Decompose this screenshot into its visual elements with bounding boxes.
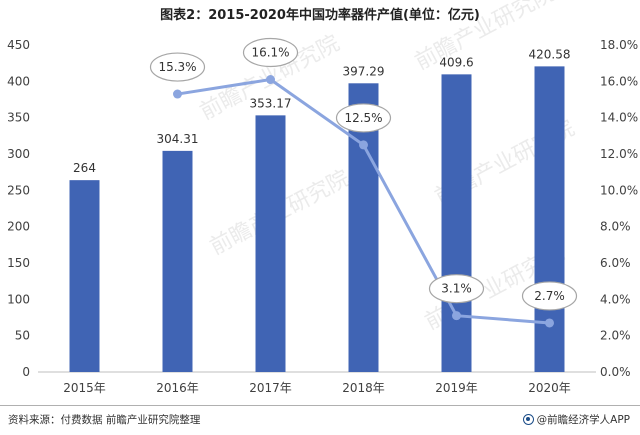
right-axis-tick-label: 0.0%: [600, 365, 631, 379]
line-data-label: 12.5%: [344, 111, 382, 125]
right-axis-tick-label: 10.0%: [600, 183, 638, 197]
brand-logo-icon: [522, 414, 534, 425]
left-axis-tick-label: 50: [15, 329, 30, 343]
brand-credit: @前瞻经济学人APP: [522, 412, 630, 427]
right-axis-tick-label: 8.0%: [600, 220, 631, 234]
line-data-label-bubble: [149, 52, 206, 82]
right-axis-tick-label: 12.0%: [600, 147, 638, 161]
left-axis-tick-label: 150: [7, 256, 30, 270]
x-axis-tick-label: 2019年: [435, 381, 478, 395]
left-axis-tick-label: 100: [7, 292, 30, 306]
chart: 前瞻产业研究院前瞻产业研究院前瞻产业研究院前瞻产业研究院前瞻产业研究院 0501…: [7, 0, 638, 395]
bar: [69, 180, 100, 372]
bar-data-label: 304.31: [157, 132, 199, 146]
right-axis-tick-label: 14.0%: [600, 111, 638, 125]
x-axis-tick-label: 2015年: [63, 381, 106, 395]
line-data-labels: 15.3% 16.1% 12.5% 3.1% 2.7%: [149, 37, 578, 311]
line-point: [452, 311, 461, 321]
x-axis-tick-label: 2017年: [249, 381, 292, 395]
bar-data-label: 420.58: [529, 47, 571, 61]
right-axis-tick-label: 18.0%: [600, 38, 638, 52]
line-data-label-bubble: [521, 281, 578, 311]
right-axis: 0.0% 2.0% 4.0% 6.0% 8.0% 10.0% 12.0% 14.0% 16.0%…: [600, 38, 638, 379]
bar: [162, 150, 193, 372]
right-axis-tick-label: 4.0%: [600, 292, 631, 306]
line-point: [266, 75, 275, 85]
left-axis-tick-label: 350: [7, 111, 30, 125]
line-point: [359, 140, 368, 150]
line-series: [173, 75, 554, 328]
line-data-label: 3.1%: [441, 282, 472, 296]
bar: [255, 115, 286, 373]
right-axis-tick-label: 2.0%: [600, 329, 631, 343]
x-axis-tick-label: 2016年: [156, 381, 199, 395]
left-axis-tick-label: 0: [22, 365, 30, 379]
bar-data-labels: 264 304.31 353.17 397.29 409.6 420.58: [73, 47, 570, 175]
line-data-label: 2.7%: [534, 289, 565, 303]
footer: 资料来源：付费数据 前瞻产业研究院整理 @前瞻经济学人APP: [0, 405, 640, 435]
bar: [441, 74, 472, 372]
bar-data-label: 409.6: [439, 55, 473, 69]
line-data-label-bubble: [335, 103, 392, 133]
bar-data-label: 397.29: [343, 64, 385, 78]
x-axis: 2015年 2016年 2017年 2018年 2019年 2020年: [63, 381, 571, 395]
brand-label: @前瞻经济学人APP: [536, 414, 630, 426]
line-data-label: 15.3%: [158, 60, 196, 74]
line-point: [545, 318, 554, 328]
left-axis: 0 50 100 150 200 250 300 350 400 450: [7, 38, 30, 379]
right-axis-tick-label: 16.0%: [600, 74, 638, 88]
line-point: [173, 89, 182, 99]
left-axis-tick-label: 250: [7, 183, 30, 197]
x-axis-tick-label: 2020年: [528, 381, 571, 395]
bar-data-label: 264: [73, 161, 96, 175]
left-axis-tick-label: 200: [7, 220, 30, 234]
bar-data-label: 353.17: [250, 96, 292, 110]
line-data-label-bubble: [242, 37, 299, 68]
chart-title: 图表2：2015-2020年中国功率器件产值(单位：亿元): [160, 8, 480, 23]
right-axis-tick-label: 6.0%: [600, 256, 631, 270]
left-axis-tick-label: 300: [7, 147, 30, 161]
left-axis-tick-label: 450: [7, 38, 30, 52]
x-axis-tick-label: 2018年: [342, 381, 385, 395]
source-note: 资料来源：付费数据 前瞻产业研究院整理: [8, 414, 201, 426]
line-data-label-bubble: [428, 274, 485, 304]
line-data-label: 16.1%: [251, 46, 289, 60]
left-axis-tick-label: 400: [7, 74, 30, 88]
